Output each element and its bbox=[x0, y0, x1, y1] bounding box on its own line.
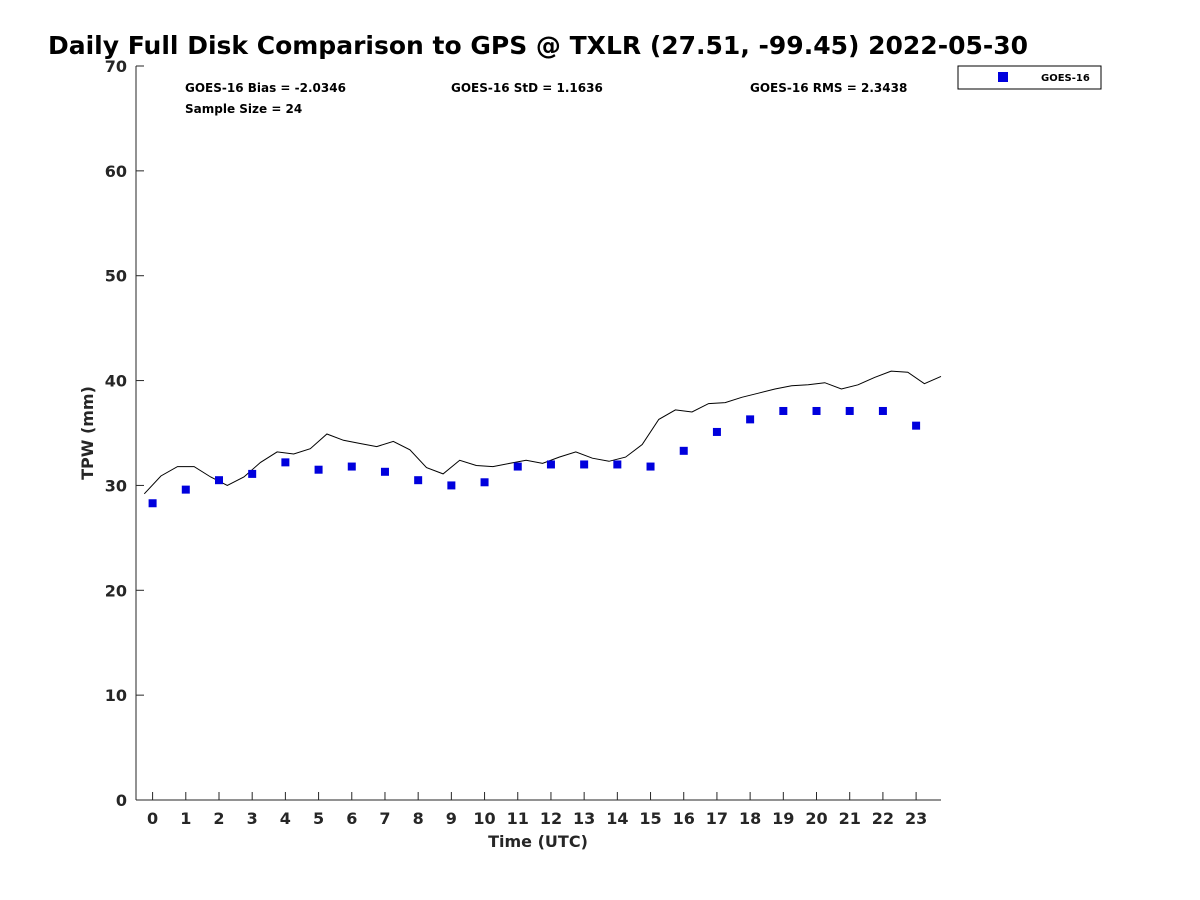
x-tick-label: 2 bbox=[213, 809, 224, 828]
x-tick-label: 6 bbox=[346, 809, 357, 828]
y-tick-label: 10 bbox=[105, 686, 127, 705]
plot-area bbox=[143, 370, 942, 508]
goes16-point bbox=[812, 406, 821, 415]
goes16-point bbox=[878, 406, 887, 415]
goes16-point bbox=[447, 481, 456, 490]
sample-size-annotation: Sample Size = 24 bbox=[185, 102, 302, 116]
x-tick-label: 8 bbox=[413, 809, 424, 828]
legend-marker-goes16 bbox=[998, 72, 1008, 82]
x-tick-label: 0 bbox=[147, 809, 158, 828]
x-axis-label: Time (UTC) bbox=[488, 832, 588, 851]
y-axis-label: TPW (mm) bbox=[78, 386, 97, 480]
x-tick-label: 22 bbox=[872, 809, 894, 828]
rms-annotation: GOES-16 RMS = 2.3438 bbox=[750, 81, 907, 95]
goes16-point bbox=[779, 406, 788, 415]
x-tick-label: 4 bbox=[280, 809, 291, 828]
gps-line bbox=[143, 370, 942, 495]
goes16-point bbox=[712, 427, 721, 436]
x-tick-label: 15 bbox=[639, 809, 661, 828]
goes16-point bbox=[181, 485, 190, 494]
chart-title: Daily Full Disk Comparison to GPS @ TXLR… bbox=[48, 31, 1028, 60]
y-tick-label: 70 bbox=[105, 57, 127, 76]
x-tick-label: 13 bbox=[573, 809, 595, 828]
x-tick-label: 11 bbox=[507, 809, 529, 828]
legend: GOES-16 bbox=[957, 65, 1102, 90]
x-tick-label: 1 bbox=[180, 809, 191, 828]
goes16-point bbox=[580, 460, 589, 469]
goes16-point bbox=[679, 446, 688, 455]
x-tick-label: 19 bbox=[772, 809, 794, 828]
bias-annotation: GOES-16 Bias = -2.0346 bbox=[185, 81, 346, 95]
y-ticks: 0 10 20 30 40 50 60 70 bbox=[105, 57, 144, 810]
goes16-point bbox=[613, 460, 622, 469]
x-tick-label: 21 bbox=[839, 809, 861, 828]
goes16-point bbox=[414, 476, 423, 485]
y-tick-label: 20 bbox=[105, 581, 127, 600]
x-tick-label: 17 bbox=[706, 809, 728, 828]
goes16-point bbox=[480, 478, 489, 487]
x-tick-label: 14 bbox=[606, 809, 628, 828]
std-annotation: GOES-16 StD = 1.1636 bbox=[451, 81, 603, 95]
goes16-point bbox=[646, 462, 655, 471]
x-tick-label: 20 bbox=[805, 809, 827, 828]
y-tick-label: 50 bbox=[105, 267, 127, 286]
goes16-point bbox=[746, 415, 755, 424]
x-tick-label: 23 bbox=[905, 809, 927, 828]
y-tick-label: 0 bbox=[116, 791, 127, 810]
x-tick-label: 5 bbox=[313, 809, 324, 828]
x-tick-label: 16 bbox=[673, 809, 695, 828]
x-tick-label: 18 bbox=[739, 809, 761, 828]
x-tick-label: 10 bbox=[473, 809, 495, 828]
goes16-point bbox=[347, 462, 356, 471]
y-tick-label: 30 bbox=[105, 476, 127, 495]
y-tick-label: 40 bbox=[105, 372, 127, 391]
goes16-point bbox=[845, 406, 854, 415]
y-tick-label: 60 bbox=[105, 162, 127, 181]
x-tick-label: 9 bbox=[446, 809, 457, 828]
legend-label-goes16: GOES-16 bbox=[1041, 73, 1090, 84]
goes16-point bbox=[314, 465, 323, 474]
x-tick-label: 3 bbox=[247, 809, 258, 828]
goes16-point bbox=[281, 458, 290, 467]
goes16-point bbox=[214, 476, 223, 485]
goes16-point bbox=[546, 460, 555, 469]
goes16-point bbox=[513, 462, 522, 471]
goes16-point bbox=[912, 421, 921, 430]
goes16-point bbox=[380, 467, 389, 476]
legend-box bbox=[957, 65, 1102, 90]
goes16-point bbox=[248, 469, 257, 478]
x-tick-label: 12 bbox=[540, 809, 562, 828]
goes16-point bbox=[148, 499, 157, 508]
x-ticks: 0 1 2 3 4 5 6 7 8 9 10 11 12 13 14 15 16 17 18 19 20 21 22 23 bbox=[147, 792, 927, 828]
x-tick-label: 7 bbox=[379, 809, 390, 828]
